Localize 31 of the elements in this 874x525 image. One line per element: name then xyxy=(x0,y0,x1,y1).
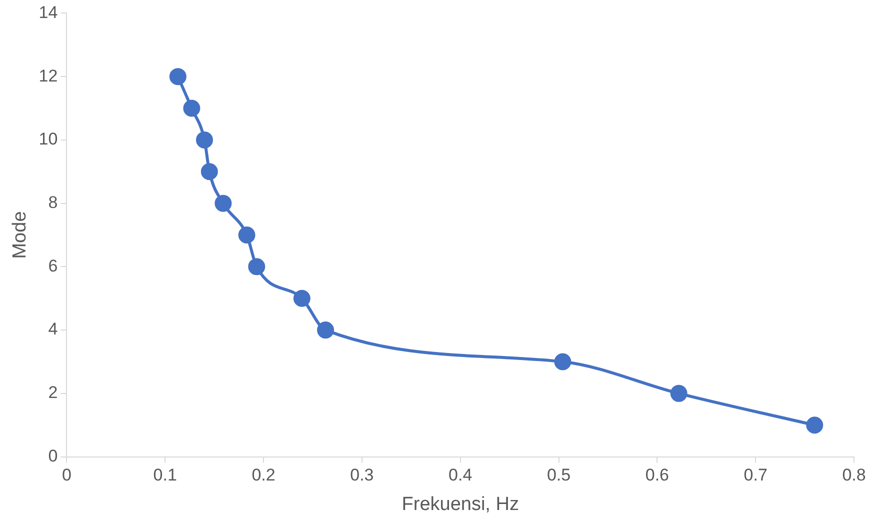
y-axis-title: Mode xyxy=(10,211,31,259)
point xyxy=(169,68,186,86)
x-tick-label: 0.7 xyxy=(744,466,768,485)
point xyxy=(554,353,572,370)
point xyxy=(670,384,688,402)
point xyxy=(196,131,213,148)
point xyxy=(183,100,200,117)
y-tick-label: 4 xyxy=(48,320,58,339)
x-tick-label: 0.2 xyxy=(252,466,276,485)
y-tick-label: 6 xyxy=(48,256,58,276)
y-tick-label: 14 xyxy=(38,2,58,22)
x-tick-label: 0.5 xyxy=(546,466,571,485)
y-tick-label: 10 xyxy=(38,130,58,149)
point xyxy=(238,226,256,244)
x-tick-label: 0.4 xyxy=(448,466,472,485)
y-tick-label: 12 xyxy=(38,66,58,86)
point xyxy=(806,416,824,434)
point xyxy=(248,258,266,276)
x-axis-title: Frekuensi, Hz xyxy=(402,494,519,515)
x-tick-label: 0.1 xyxy=(153,466,177,485)
y-tick-label: 2 xyxy=(48,383,58,402)
y-tick-label: 0 xyxy=(48,446,58,466)
y-tick-label: 8 xyxy=(48,193,58,212)
x-tick-label: 0.6 xyxy=(645,466,669,485)
point xyxy=(293,290,310,307)
x-tick-label: 0.8 xyxy=(842,466,866,485)
point xyxy=(317,322,334,339)
x-tick-label: 0 xyxy=(62,466,72,485)
x-tick-label: 0.3 xyxy=(350,466,374,485)
point xyxy=(200,163,218,180)
point xyxy=(214,194,232,212)
